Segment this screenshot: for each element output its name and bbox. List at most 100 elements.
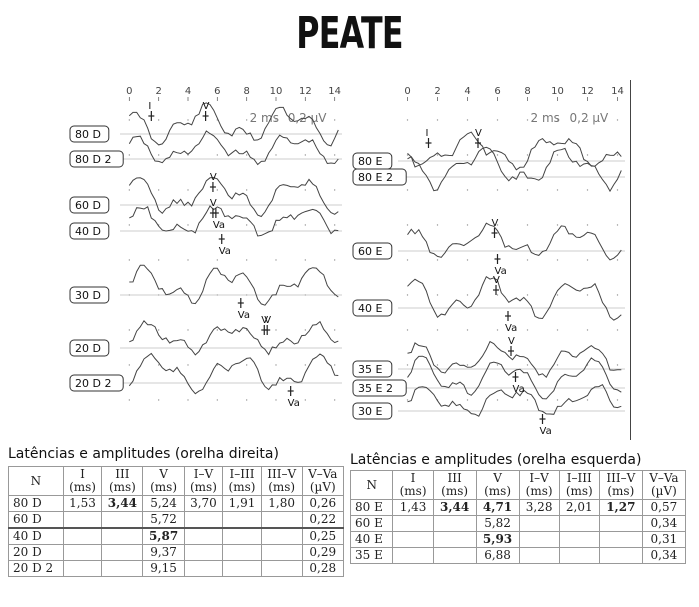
grid-dot-left-ear xyxy=(496,399,499,401)
grid-dot-right-ear xyxy=(157,364,160,366)
table-header-cell: III (ms) xyxy=(101,466,144,496)
grid-dot-left-ear xyxy=(466,294,469,296)
wave-marker-label-right-ear: Va xyxy=(238,310,250,321)
wave-marker-label-left-ear: V xyxy=(475,128,482,139)
table-cell xyxy=(558,547,600,564)
grid-dot-right-ear xyxy=(128,154,131,156)
scale-amp-label-right-ear: 0,2 µV xyxy=(288,111,328,125)
table-header-cell: I (ms) xyxy=(62,466,103,496)
trace-label-right-ear: 80 D xyxy=(75,128,101,141)
table-cell xyxy=(62,511,103,529)
grid-dot-left-ear xyxy=(496,189,499,191)
table-cell xyxy=(62,544,103,561)
table-cell xyxy=(222,560,262,577)
table-row-label: 60 E xyxy=(349,515,394,532)
grid-dot-left-ear xyxy=(526,259,529,261)
table-cell: 5,87 xyxy=(142,527,185,545)
grid-dot-left-ear xyxy=(406,259,409,261)
table-cell: 9,15 xyxy=(142,560,185,577)
scale-time-label-left-ear: 2 ms xyxy=(531,111,560,125)
grid-dot-left-ear xyxy=(556,154,559,156)
table-header-cell: I–V (ms) xyxy=(183,466,224,496)
table-row-label: 60 D xyxy=(8,511,64,529)
grid-dot-left-ear xyxy=(526,154,529,156)
grid-dot-left-ear xyxy=(406,364,409,366)
waveform-trace-left-ear xyxy=(407,222,622,261)
grid-dot-right-ear xyxy=(333,154,336,156)
table-title-right-ear: Latências e amplitudes (orelha direita) xyxy=(8,446,279,462)
trace-label-box-right-ear xyxy=(69,196,110,214)
table-header-cell: V–Va (µV) xyxy=(301,466,345,496)
grid-dot-left-ear xyxy=(586,119,589,121)
grid-dot-right-ear xyxy=(216,224,219,226)
grid-dot-right-ear xyxy=(333,189,336,191)
trace-label-left-ear: 80 E xyxy=(358,155,382,168)
grid-dot-left-ear xyxy=(616,364,619,366)
grid-dot-left-ear xyxy=(496,364,499,366)
table-header-cell: V (ms) xyxy=(142,466,185,496)
grid-dot-left-ear xyxy=(466,224,469,226)
grid-dot-right-ear xyxy=(216,154,219,156)
table-row-label: 35 E xyxy=(349,547,394,564)
waveform-trace-right-ear xyxy=(128,130,339,166)
table-cell xyxy=(101,544,144,561)
grid-dot-right-ear xyxy=(275,329,277,331)
table-cell xyxy=(183,560,224,577)
grid-dot-right-ear xyxy=(128,364,131,366)
x-tick-label-right-ear: 10 xyxy=(270,86,283,97)
table-row: 60 D 5,72 0,22 xyxy=(8,511,345,529)
trace-label-box-right-ear xyxy=(69,222,110,240)
grid-dot-left-ear xyxy=(466,189,469,191)
grid-dot-right-ear xyxy=(333,364,336,366)
waveform-trace-left-ear xyxy=(407,340,622,379)
grid-dot-left-ear xyxy=(616,224,619,226)
grid-dot-right-ear xyxy=(304,154,307,156)
table-cell xyxy=(222,511,262,529)
grid-dot-left-ear xyxy=(556,259,559,261)
grid-dot-right-ear xyxy=(304,329,307,331)
grid-dot-left-ear xyxy=(406,224,409,226)
grid-dot-right-ear xyxy=(275,224,277,226)
table-cell: 9,37 xyxy=(142,544,185,561)
grid-dot-right-ear xyxy=(333,224,336,226)
table-cell xyxy=(392,515,434,532)
trace-label-box-right-ear xyxy=(69,125,110,143)
grid-dot-right-ear xyxy=(333,119,336,121)
table-cell xyxy=(392,547,434,564)
grid-dot-left-ear xyxy=(556,399,559,401)
wave-marker-label-left-ear: Va xyxy=(540,426,552,437)
table-row-label: 80 D xyxy=(8,495,64,512)
table-cell xyxy=(432,515,477,532)
wave-marker-label-left-ear: V xyxy=(493,275,500,286)
grid-dot-left-ear xyxy=(436,294,439,296)
table-header-cell: I–V (ms) xyxy=(518,470,560,500)
table-row-label: 20 D 2 xyxy=(8,560,64,577)
grid-dot-left-ear xyxy=(526,224,529,226)
waveform-trace-right-ear xyxy=(128,177,339,218)
x-tick-label-left-ear: 10 xyxy=(551,86,564,97)
grid-dot-right-ear xyxy=(187,329,189,331)
x-tick-label-right-ear: 6 xyxy=(214,86,220,97)
table-header-cell: III (ms) xyxy=(432,470,477,500)
grid-dot-right-ear xyxy=(245,189,248,191)
table-cell: 1,27 xyxy=(598,499,643,516)
grid-dot-right-ear xyxy=(245,119,248,121)
trace-label-box-right-ear xyxy=(69,286,110,304)
waveform-chart-left-ear: 0 2 4 6 8 10 12 14 2 ms 0,2 µV 80 E 80 E 2 60 E 40 E 3… xyxy=(352,86,625,437)
grid-dot-left-ear xyxy=(496,294,499,296)
grid-dot-right-ear xyxy=(245,259,248,261)
trace-label-box-right-ear xyxy=(69,339,110,357)
table-cell xyxy=(432,531,477,548)
latency-table-right-ear: N I (ms) III (ms) V (ms) I–V (ms) I–III (ms) III–V(… xyxy=(8,466,345,577)
grid-dot-left-ear xyxy=(526,189,529,191)
table-row: 20 D 9,37 0,29 xyxy=(8,544,345,561)
grid-dot-right-ear xyxy=(304,259,307,261)
grid-dot-left-ear xyxy=(406,189,409,191)
x-tick-label-right-ear: 8 xyxy=(243,86,249,97)
x-tick-label-left-ear: 12 xyxy=(581,86,594,97)
grid-dot-right-ear xyxy=(245,154,248,156)
page-title: PEATE xyxy=(296,8,403,59)
grid-dot-left-ear xyxy=(586,294,589,296)
latency-table-left-ear: N I (ms) III (ms) V (ms) I–V (ms) I–III (ms) III–V(… xyxy=(349,470,687,564)
trace-label-box-left-ear xyxy=(352,242,393,260)
